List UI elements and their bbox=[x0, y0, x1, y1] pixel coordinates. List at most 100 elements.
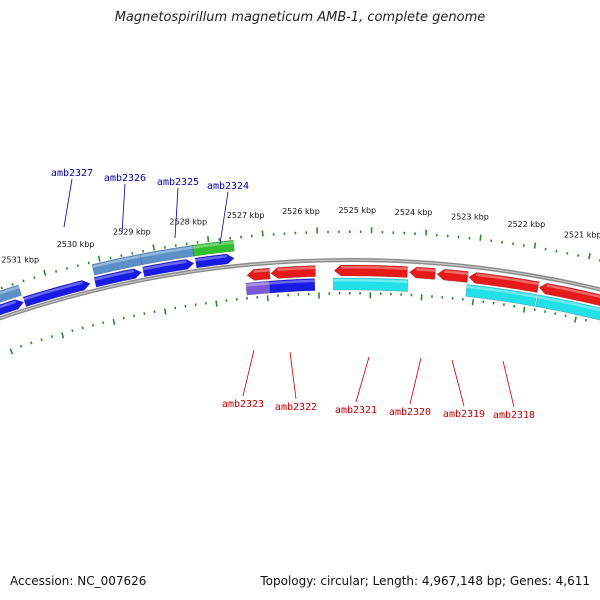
forward-gene-arrow[interactable] bbox=[194, 253, 235, 269]
gene-label-amb2326[interactable]: amb2326 bbox=[104, 173, 146, 184]
genome-summary-text: Topology: circular; Length: 4,967,148 bp… bbox=[260, 574, 590, 588]
forward-gene-arrow-gloss bbox=[23, 281, 83, 301]
ruler-label-2523: 2523 kbp bbox=[451, 212, 489, 221]
gene-label-amb2323[interactable]: amb2323 bbox=[222, 399, 264, 410]
reverse-cds-block-gloss bbox=[537, 295, 600, 312]
forward-gene-arrow-gloss bbox=[142, 260, 187, 271]
ruler-label-2527: 2527 kbp bbox=[227, 211, 265, 220]
ruler-tick bbox=[152, 244, 156, 251]
ruler-tick bbox=[22, 279, 25, 283]
ruler-tick bbox=[71, 329, 74, 333]
reverse-gene-arrow-gloss bbox=[341, 266, 408, 270]
reverse-gene-arrow[interactable] bbox=[333, 264, 409, 278]
reverse-cds-block[interactable] bbox=[465, 284, 538, 307]
ruler-tick bbox=[112, 318, 116, 326]
leader-line bbox=[242, 349, 255, 397]
reverse-gene-arrow[interactable] bbox=[468, 272, 540, 293]
ruler-tick bbox=[61, 332, 65, 339]
reverse-gene-arrow[interactable] bbox=[246, 267, 271, 281]
forward-cds-block-gloss bbox=[0, 285, 20, 295]
gene-label-amb2320[interactable]: amb2320 bbox=[389, 407, 431, 418]
gene-label-amb2321[interactable]: amb2321 bbox=[335, 405, 377, 416]
ruler-label-2529: 2529 kbp bbox=[113, 227, 151, 236]
ruler-labels: 2531 kbp 2530 kbp 2529 kbp 2528 kbp 2527… bbox=[1, 206, 600, 264]
reverse-gene-arrow-gloss bbox=[416, 268, 436, 272]
reverse-cds-block-gloss bbox=[245, 282, 270, 287]
ruler-tick bbox=[533, 242, 537, 249]
leader-line bbox=[502, 360, 515, 408]
ruler-label-2522: 2522 kbp bbox=[508, 220, 546, 229]
forward-cds-block-gloss bbox=[140, 246, 193, 258]
leader-line bbox=[219, 191, 229, 245]
ruler-tick bbox=[11, 282, 14, 286]
reverse-gene-arrow-gloss bbox=[277, 266, 316, 271]
gene-leader-lines bbox=[63, 178, 515, 408]
reverse-gene-arrow[interactable] bbox=[538, 282, 600, 307]
ruler-tick bbox=[206, 236, 210, 243]
reverse-cds-block[interactable] bbox=[269, 278, 316, 294]
ruler-label-2528: 2528 kbp bbox=[169, 218, 207, 227]
ruler-tick bbox=[574, 316, 577, 323]
reverse-gene-track bbox=[246, 264, 600, 307]
ruler-tick bbox=[120, 254, 123, 257]
forward-gene-arrow[interactable] bbox=[0, 299, 25, 319]
reverse-gene-arrow[interactable] bbox=[270, 265, 316, 279]
reverse-cds-track bbox=[245, 277, 600, 321]
gene-label-amb2325[interactable]: amb2325 bbox=[157, 177, 199, 188]
ruler-tick bbox=[33, 276, 36, 280]
ruler-tick bbox=[163, 308, 167, 315]
ruler-tick bbox=[215, 300, 218, 307]
reverse-gene-arrow-gloss bbox=[253, 269, 270, 273]
ruler-label-2526: 2526 kbp bbox=[282, 207, 320, 216]
leader-line bbox=[121, 183, 126, 234]
leader-line bbox=[63, 178, 73, 228]
forward-rna-block[interactable] bbox=[191, 239, 235, 257]
map-title: Magnetospirillum magneticum AMB-1, compl… bbox=[114, 10, 486, 25]
ruler-tick bbox=[102, 321, 105, 325]
gene-label-amb2324[interactable]: amb2324 bbox=[207, 181, 249, 192]
reverse-gene-arrow-gloss bbox=[444, 270, 469, 275]
reverse-gene-arrow-gloss bbox=[546, 284, 600, 299]
ruler-tick bbox=[133, 314, 136, 318]
reverse-cds-block[interactable] bbox=[535, 294, 600, 321]
ruler-label-2525: 2525 kbp bbox=[338, 206, 376, 215]
ruler-tick bbox=[471, 299, 475, 306]
ruler-tick bbox=[97, 255, 101, 262]
leader-line bbox=[355, 356, 370, 403]
ruler-label-2524: 2524 kbp bbox=[395, 208, 433, 217]
gene-label-amb2318[interactable]: amb2318 bbox=[493, 410, 535, 421]
reverse-cds-block-gloss bbox=[466, 285, 537, 298]
ruler-tick bbox=[65, 267, 69, 270]
forward-gene-track bbox=[0, 253, 235, 319]
ruler-tick bbox=[91, 323, 95, 327]
leader-line bbox=[174, 187, 179, 239]
ruler-tick bbox=[30, 341, 33, 345]
ruler-tick bbox=[577, 254, 580, 257]
forward-gene-arrow[interactable] bbox=[142, 259, 195, 278]
leader-line bbox=[289, 351, 297, 400]
reverse-gene-arrow-gloss bbox=[476, 273, 539, 286]
reverse-gene-arrow[interactable] bbox=[436, 268, 469, 283]
genome-backbone-highlight bbox=[0, 259, 600, 320]
forward-cds-block[interactable] bbox=[0, 284, 22, 308]
ruler-tick bbox=[588, 253, 591, 260]
gene-label-amb2327[interactable]: amb2327 bbox=[51, 168, 93, 179]
ruler-tick bbox=[55, 270, 58, 273]
ruler-tick bbox=[19, 344, 23, 348]
gene-label-amb2319[interactable]: amb2319 bbox=[443, 409, 485, 420]
forward-gene-arrow[interactable] bbox=[22, 280, 91, 307]
forward-gene-arrow[interactable] bbox=[93, 268, 143, 288]
ruler-tick bbox=[479, 234, 482, 241]
forward-gene-arrow-gloss bbox=[0, 300, 17, 309]
ruler-tick bbox=[522, 306, 526, 313]
ruler-tick bbox=[9, 348, 14, 355]
gene-label-amb2322[interactable]: amb2322 bbox=[275, 402, 317, 413]
accession-text: Accession: NC_007626 bbox=[10, 574, 147, 588]
reverse-cds-block[interactable] bbox=[332, 277, 409, 292]
ruler-tick bbox=[43, 269, 47, 276]
forward-gene-arrow-gloss bbox=[195, 255, 227, 262]
reverse-gene-arrow[interactable] bbox=[408, 266, 436, 280]
ruler-label-2521: 2521 kbp bbox=[564, 230, 600, 239]
forward-cds-block-gloss bbox=[92, 255, 141, 268]
